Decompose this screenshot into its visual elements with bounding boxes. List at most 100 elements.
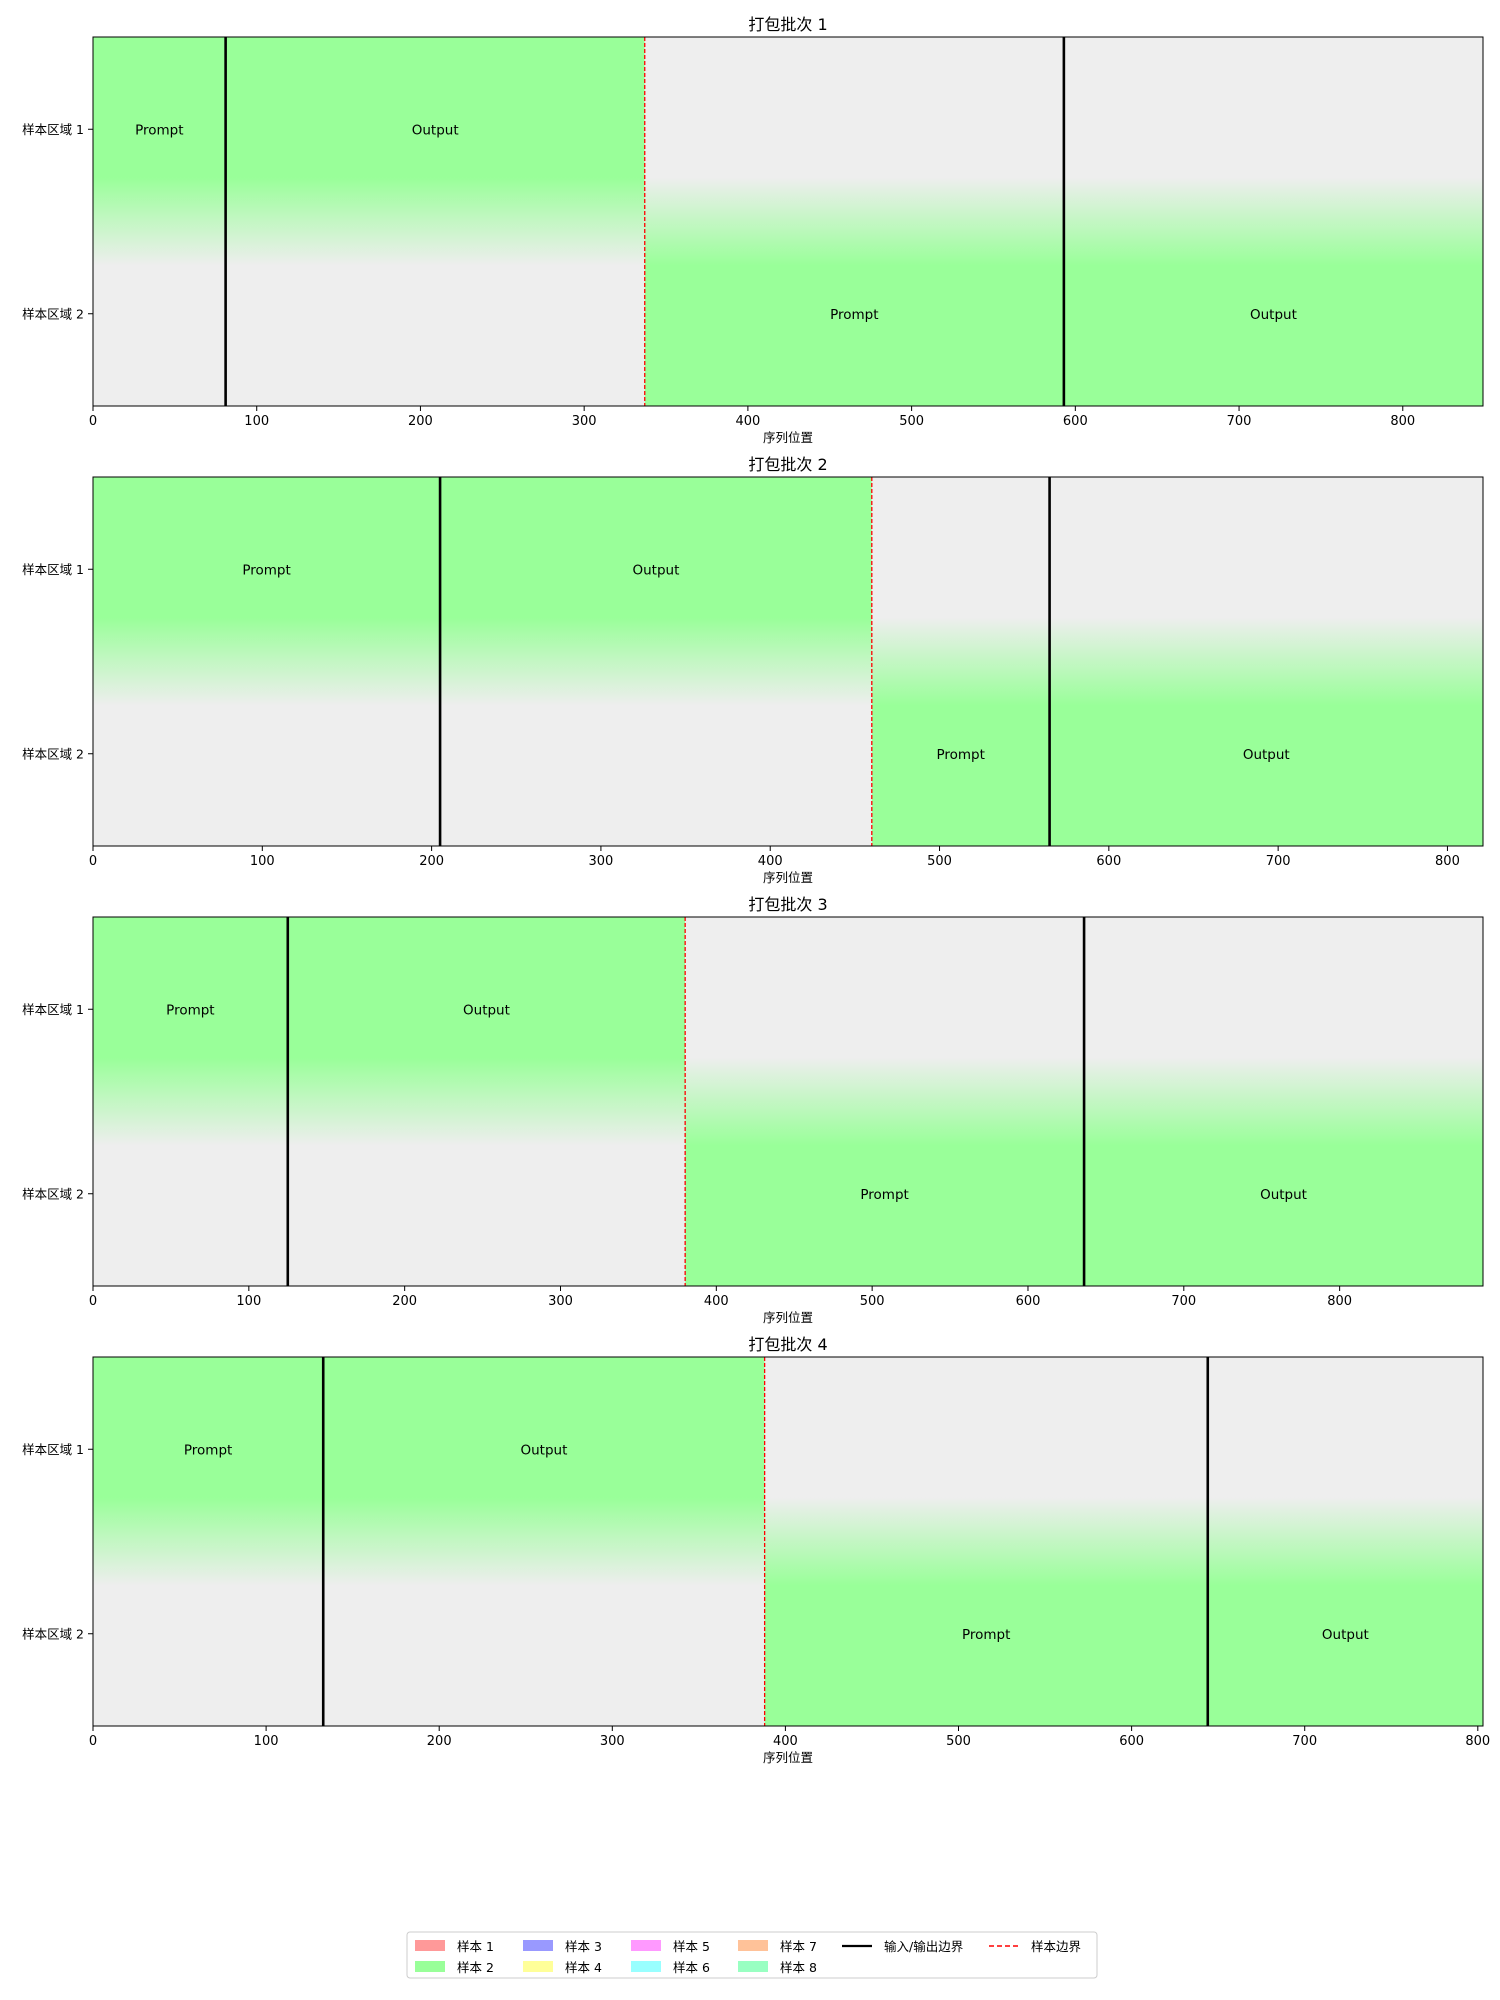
prompt-label: Prompt xyxy=(936,747,984,763)
panel-4: Prompt Output Prompt Output 打包批次 4 样本区域 1 样本区域… xyxy=(22,1335,1490,1765)
y-tick-label: 样本区域 2 xyxy=(22,746,84,761)
x-tick-label: 800 xyxy=(1390,414,1415,429)
legend-swatch xyxy=(738,1940,768,1951)
panel-title: 打包批次 3 xyxy=(748,895,827,914)
sample-band-1 xyxy=(93,477,872,846)
x-tick-label: 500 xyxy=(899,414,924,429)
x-tick-label: 0 xyxy=(89,1294,97,1309)
legend-label: 输入/输出边界 xyxy=(884,1939,964,1954)
panel-title: 打包批次 2 xyxy=(748,455,827,474)
prompt-label: Prompt xyxy=(135,122,183,138)
x-tick-label: 800 xyxy=(1465,1734,1490,1749)
x-tick-label: 200 xyxy=(419,854,444,869)
legend-swatch xyxy=(631,1961,661,1972)
legend-swatch xyxy=(523,1961,553,1972)
x-tick-label: 300 xyxy=(572,414,597,429)
legend-swatch xyxy=(415,1940,445,1951)
x-tick-label: 700 xyxy=(1266,854,1291,869)
prompt-label: Prompt xyxy=(860,1187,908,1203)
x-tick-label: 200 xyxy=(408,414,433,429)
x-axis-label: 序列位置 xyxy=(763,430,813,445)
x-tick-label: 400 xyxy=(735,414,760,429)
x-tick-label: 600 xyxy=(1096,854,1121,869)
prompt-label: Prompt xyxy=(830,307,878,323)
x-tick-label: 100 xyxy=(244,414,269,429)
x-tick-label: 100 xyxy=(236,1294,261,1309)
y-tick-label: 样本区域 1 xyxy=(22,1002,84,1017)
prompt-label: Prompt xyxy=(166,1002,214,1018)
sample-band-1 xyxy=(93,37,645,406)
axes-frame xyxy=(92,1356,1484,1727)
prompt-label: Prompt xyxy=(242,562,290,578)
sample-band-2 xyxy=(764,1357,1483,1726)
panels: Prompt Output Prompt Output 打包批次 1 样本区域 1 样本区域… xyxy=(22,15,1490,1765)
panel-3: Prompt Output Prompt Output 打包批次 3 样本区域 1 样本区域… xyxy=(22,895,1484,1325)
output-label: Output xyxy=(1260,1187,1307,1203)
x-tick-label: 300 xyxy=(589,854,614,869)
legend-entry: 样本边界 xyxy=(989,1939,1082,1954)
legend-entry: 样本 8 xyxy=(738,1960,817,1975)
output-label: Output xyxy=(1322,1627,1369,1643)
legend-entry: 样本 3 xyxy=(523,1939,602,1954)
panel-title: 打包批次 1 xyxy=(748,15,827,34)
panel-2: Prompt Output Prompt Output 打包批次 2 样本区域 1 样本区域… xyxy=(22,455,1484,885)
legend-label: 样本 4 xyxy=(565,1960,602,1975)
legend-label: 样本 1 xyxy=(457,1939,494,1954)
x-tick-label: 500 xyxy=(860,1294,885,1309)
legend-label: 样本 5 xyxy=(673,1939,710,1954)
y-tick-label: 样本区域 1 xyxy=(22,1442,84,1457)
legend-entry: 样本 5 xyxy=(631,1939,710,1954)
y-tick-label: 样本区域 2 xyxy=(22,1626,84,1641)
output-label: Output xyxy=(463,1002,510,1018)
legend-label: 样本 8 xyxy=(780,1960,817,1975)
x-tick-label: 700 xyxy=(1227,414,1252,429)
axes-frame xyxy=(92,476,1484,847)
x-tick-label: 400 xyxy=(773,1734,798,1749)
x-axis-label: 序列位置 xyxy=(763,870,813,885)
x-tick-label: 200 xyxy=(427,1734,452,1749)
output-label: Output xyxy=(412,122,459,138)
x-tick-label: 400 xyxy=(704,1294,729,1309)
legend-label: 样本 7 xyxy=(780,1939,817,1954)
x-tick-label: 100 xyxy=(254,1734,279,1749)
prompt-label: Prompt xyxy=(184,1442,232,1458)
panel-title: 打包批次 4 xyxy=(748,1335,827,1354)
prompt-label: Prompt xyxy=(962,1627,1010,1643)
sample-band-1 xyxy=(93,1357,765,1726)
legend-swatch xyxy=(415,1961,445,1972)
x-tick-label: 100 xyxy=(250,854,275,869)
legend-label: 样本边界 xyxy=(1031,1939,1082,1954)
x-tick-label: 0 xyxy=(89,414,97,429)
legend-frame xyxy=(406,1931,1098,1979)
x-tick-label: 300 xyxy=(548,1294,573,1309)
y-tick-label: 样本区域 2 xyxy=(22,1186,84,1201)
legend-label: 样本 3 xyxy=(565,1939,602,1954)
legend-swatch xyxy=(523,1940,553,1951)
x-tick-label: 700 xyxy=(1292,1734,1317,1749)
legend-entry: 样本 7 xyxy=(738,1939,817,1954)
x-tick-label: 0 xyxy=(89,1734,97,1749)
x-tick-label: 500 xyxy=(927,854,952,869)
legend-label: 样本 6 xyxy=(673,1960,710,1975)
x-tick-label: 800 xyxy=(1327,1294,1352,1309)
axes-frame xyxy=(92,36,1484,407)
x-tick-label: 600 xyxy=(1063,414,1088,429)
legend: 样本 1 样本 2 样本 3 样本 4 样本 5 样本 6 样本 7 样本 8 输入/输出边界 样… xyxy=(406,1931,1098,1979)
output-label: Output xyxy=(520,1442,567,1458)
sample-band-2 xyxy=(871,477,1483,846)
legend-swatch xyxy=(738,1961,768,1972)
legend-entry: 样本 4 xyxy=(523,1960,602,1975)
y-tick-label: 样本区域 2 xyxy=(22,306,84,321)
x-tick-label: 600 xyxy=(1119,1734,1144,1749)
output-label: Output xyxy=(632,562,679,578)
x-tick-label: 600 xyxy=(1016,1294,1041,1309)
legend-entry: 输入/输出边界 xyxy=(842,1939,964,1954)
legend-swatch xyxy=(631,1940,661,1951)
output-label: Output xyxy=(1250,307,1297,323)
x-tick-label: 700 xyxy=(1171,1294,1196,1309)
legend-entry: 样本 6 xyxy=(631,1960,710,1975)
panel-1: Prompt Output Prompt Output 打包批次 1 样本区域 1 样本区域… xyxy=(22,15,1484,445)
legend-entry: 样本 2 xyxy=(415,1960,494,1975)
legend-label: 样本 2 xyxy=(457,1960,494,1975)
